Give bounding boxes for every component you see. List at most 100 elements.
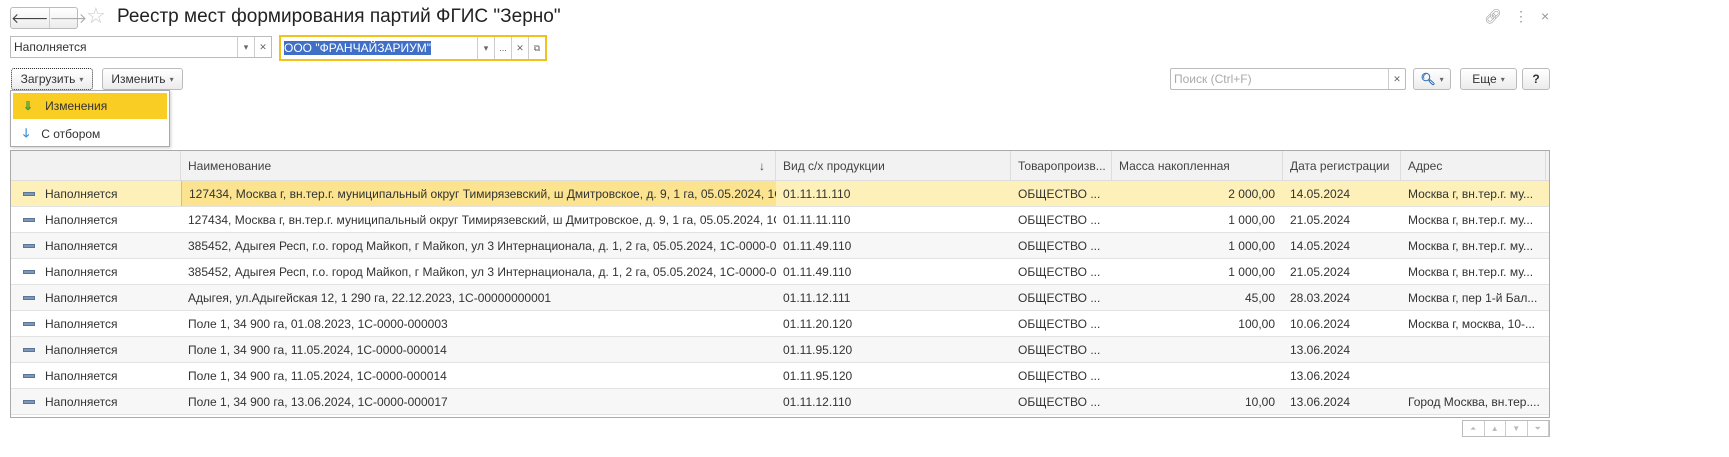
status-filter[interactable]: Наполняется ▾ ✕	[10, 36, 272, 58]
change-button[interactable]: Изменить ▾	[102, 68, 183, 90]
organization-filter[interactable]: ООО "ФРАНЧАЙЗАРИУМ" ▾ ... ✕ ⧉	[279, 35, 547, 61]
address-cell	[1401, 337, 1546, 362]
close-icon[interactable]: ×	[1541, 8, 1550, 24]
forward-button[interactable]: 🡒	[48, 8, 87, 28]
dropdown-icon[interactable]: ▾	[477, 37, 494, 59]
change-button-label: Изменить	[111, 72, 166, 86]
scroll-top-icon[interactable]: ⏶	[1463, 421, 1485, 436]
name-cell: 127434, Москва г, вн.тер.г. муниципальны…	[181, 181, 776, 206]
more-menu-icon[interactable]: ⋮	[1514, 8, 1528, 24]
mass-cell	[1112, 363, 1283, 388]
load-dropdown-menu: ⇓ Изменения 🡓 С отбором	[10, 90, 170, 147]
status-filling-icon	[23, 347, 35, 352]
status-cell: Наполняется	[11, 181, 181, 206]
mass-cell: 2 000,00	[1228, 186, 1275, 201]
table-row[interactable]: Наполняется 127434, Москва г, вн.тер.г. м…	[11, 181, 1549, 207]
status-text: Наполняется	[45, 394, 118, 409]
table-row[interactable]: Наполняется Поле 1, 34 900 га, 11.05.2024…	[11, 363, 1549, 389]
producer-cell: ОБЩЕСТВО ...	[1018, 316, 1101, 331]
clear-icon[interactable]: ✕	[511, 37, 528, 59]
table-row[interactable]: Наполняется Поле 1, 34 900 га, 11.05.2024…	[11, 337, 1549, 363]
address-cell	[1401, 363, 1546, 388]
nav-buttons: 🡐 🡒	[10, 7, 87, 29]
status-text: Наполняется	[45, 264, 118, 279]
producer-cell: ОБЩЕСТВО ...	[1018, 342, 1101, 357]
product-cell: 01.11.95.120	[783, 368, 853, 383]
dropdown-icon[interactable]: ▾	[237, 37, 254, 57]
select-button[interactable]: ...	[494, 37, 511, 59]
status-filling-icon	[23, 217, 35, 222]
scroll-down-icon[interactable]: ▼	[1506, 421, 1528, 436]
column-header-mass[interactable]: Масса накопленная	[1112, 151, 1283, 180]
load-changes-icon: ⇓	[23, 99, 34, 113]
column-header-product[interactable]: Вид с/х продукции	[776, 151, 1011, 180]
scroll-bottom-icon[interactable]: ⏷	[1528, 421, 1549, 436]
registry-table: Наименование ↓ Вид с/х продукции Товаропр…	[10, 150, 1550, 418]
status-cell: Наполняется	[11, 363, 181, 388]
status-cell: Наполняется	[11, 207, 181, 232]
name-cell: Адыгея, ул.Адыгейская 12, 1 290 га, 22.1…	[188, 290, 552, 305]
clear-icon[interactable]: ✕	[254, 37, 271, 57]
status-filling-icon	[23, 373, 35, 378]
product-cell: 01.11.12.111	[783, 290, 851, 305]
search-input[interactable]: Поиск (Ctrl+F) ✕	[1170, 68, 1406, 90]
table-row[interactable]: Наполняется 385452, Адыгея Респ, г.о. гор…	[11, 259, 1549, 285]
date-cell: 14.05.2024	[1290, 238, 1351, 253]
help-button[interactable]: ?	[1522, 68, 1550, 90]
table-row[interactable]: Наполняется Поле 1, 34 900 га, 13.06.2024…	[11, 389, 1549, 415]
status-filling-icon	[23, 191, 35, 196]
column-header-address[interactable]: Адрес	[1401, 151, 1546, 180]
column-header-date[interactable]: Дата регистрации	[1283, 151, 1401, 180]
status-filling-icon	[23, 321, 35, 326]
status-cell: Наполняется	[11, 389, 181, 414]
more-button-label: Еще	[1472, 72, 1497, 86]
search-placeholder: Поиск (Ctrl+F)	[1174, 72, 1252, 86]
search-icon: 🔍︎	[1420, 72, 1436, 86]
status-cell: Наполняется	[11, 259, 181, 284]
mass-cell: 45,00	[1244, 290, 1275, 305]
menu-item-with-filter[interactable]: 🡓 С отбором	[13, 121, 167, 147]
caret-down-icon: ▾	[79, 74, 84, 84]
open-icon[interactable]: ⧉	[528, 37, 545, 59]
address-cell: Москва г, вн.тер.г. му...	[1408, 238, 1534, 253]
column-header-producer[interactable]: Товаропроизв...	[1011, 151, 1112, 180]
search-button[interactable]: 🔍︎ ▾	[1413, 68, 1451, 90]
address-cell: Москва г, вн.тер.г. му...	[1408, 264, 1534, 279]
back-button[interactable]: 🡐	[11, 9, 49, 26]
column-header-status[interactable]	[11, 151, 181, 180]
address-cell: Москва г, москва, 10-...	[1408, 316, 1535, 331]
status-text: Наполняется	[45, 212, 118, 227]
date-cell: 21.05.2024	[1290, 212, 1351, 227]
clear-search-icon[interactable]: ✕	[1388, 69, 1405, 89]
load-button[interactable]: Загрузить ▾	[11, 68, 93, 90]
table-row[interactable]: Наполняется Адыгея, ул.Адыгейская 12, 1 2…	[11, 285, 1549, 311]
address-cell: Город Москва, вн.тер....	[1408, 394, 1540, 409]
organization-filter-value[interactable]: ООО "ФРАНЧАЙЗАРИУМ"	[284, 41, 431, 55]
name-cell: Поле 1, 34 900 га, 01.08.2023, 1C-0000-0…	[188, 316, 448, 331]
more-button[interactable]: Еще ▾	[1460, 68, 1517, 90]
favorite-star-icon[interactable]: ☆	[86, 3, 106, 28]
product-cell: 01.11.20.120	[783, 316, 853, 331]
producer-cell: ОБЩЕСТВО ...	[1018, 238, 1101, 253]
date-cell: 10.06.2024	[1290, 316, 1351, 331]
scroll-up-icon[interactable]: ▲	[1485, 421, 1506, 436]
page-title: Реестр мест формирования партий ФГИС "Зе…	[117, 6, 561, 27]
status-cell: Наполняется	[11, 285, 181, 310]
mass-cell: 1 000,00	[1228, 238, 1275, 253]
table-row[interactable]: Наполняется 385452, Адыгея Респ, г.о. гор…	[11, 233, 1549, 259]
menu-item-label: Изменения	[45, 99, 108, 113]
column-header-name[interactable]: Наименование ↓	[181, 151, 776, 180]
table-row[interactable]: Наполняется 127434, Москва г, вн.тер.г. м…	[11, 207, 1549, 233]
product-cell: 01.11.49.110	[783, 264, 852, 279]
mass-cell	[1112, 337, 1283, 362]
table-row[interactable]: Наполняется Поле 1, 34 900 га, 01.08.2023…	[11, 311, 1549, 337]
table-scroll-controls: ⏶ ▲ ▼ ⏷	[1462, 420, 1550, 437]
link-icon[interactable]: 🔗︎	[1484, 8, 1502, 24]
address-cell: Москва г, пер 1-й Бал...	[1408, 290, 1538, 305]
date-cell: 14.05.2024	[1290, 186, 1351, 201]
status-text: Наполняется	[45, 238, 118, 253]
menu-item-changes[interactable]: ⇓ Изменения	[13, 93, 167, 119]
producer-cell: ОБЩЕСТВО ...	[1018, 394, 1101, 409]
status-filling-icon	[23, 243, 35, 248]
date-cell: 13.06.2024	[1290, 342, 1351, 357]
